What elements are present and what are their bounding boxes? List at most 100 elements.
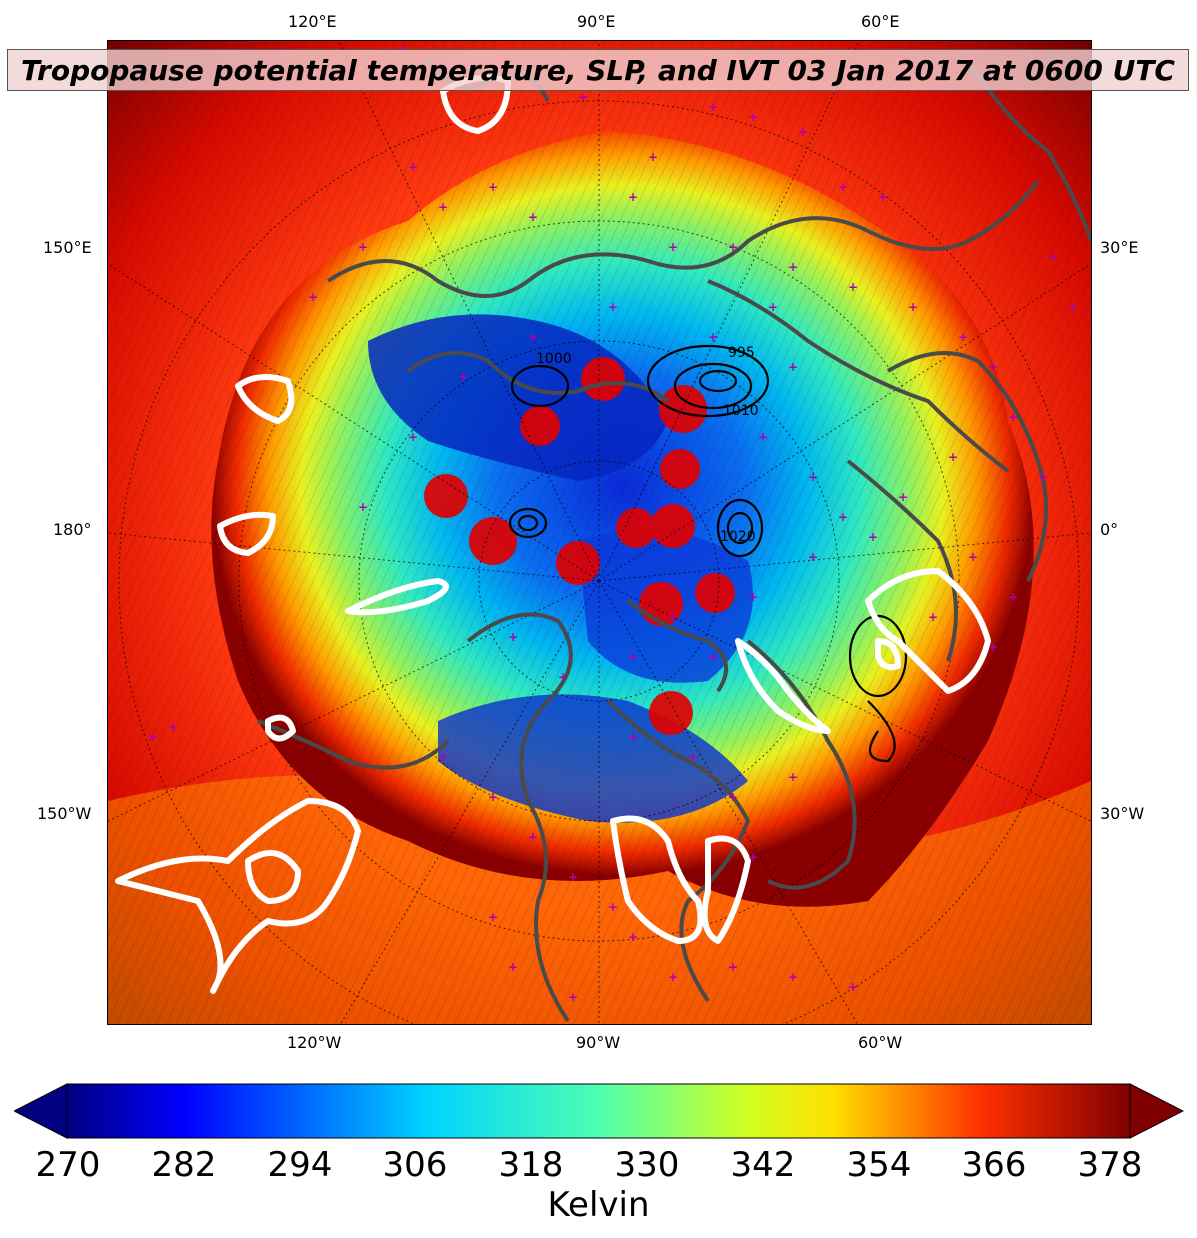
svg-text:+: + — [928, 610, 938, 624]
svg-text:+: + — [708, 330, 718, 344]
svg-text:+: + — [668, 610, 678, 624]
svg-text:+: + — [628, 730, 638, 744]
svg-text:+: + — [988, 640, 998, 654]
svg-text:+: + — [168, 720, 178, 734]
svg-text:+: + — [608, 300, 618, 314]
slp-label: 1010 — [723, 403, 759, 419]
svg-text:+: + — [1008, 590, 1018, 604]
svg-text:+: + — [628, 650, 638, 664]
svg-text:+: + — [788, 970, 798, 984]
svg-text:+: + — [878, 190, 888, 204]
svg-text:+: + — [668, 970, 678, 984]
colorbar-tick: 282 — [151, 1145, 217, 1185]
svg-text:+: + — [408, 430, 418, 444]
station-markers: ++ ++ ++ ++ ++ ++ ++ ++ ++ ++ ++ ++ ++ ++ ++ ++ … — [148, 42, 1078, 1004]
svg-text:+: + — [768, 300, 778, 314]
svg-text:+: + — [808, 470, 818, 484]
svg-text:+: + — [838, 180, 848, 194]
svg-text:+: + — [868, 530, 878, 544]
svg-text:+: + — [488, 910, 498, 924]
svg-text:+: + — [668, 240, 678, 254]
colorbar-tick: 270 — [35, 1145, 101, 1185]
svg-text:+: + — [798, 125, 808, 139]
svg-text:+: + — [1038, 470, 1048, 484]
svg-text:+: + — [848, 280, 858, 294]
map-title: Tropopause potential temperature, SLP, a… — [21, 53, 1175, 87]
svg-text:+: + — [898, 490, 908, 504]
svg-text:+: + — [408, 160, 418, 174]
colorbar-tick: 378 — [1077, 1145, 1143, 1185]
colorbar-label: Kelvin — [547, 1185, 650, 1225]
svg-text:+: + — [528, 830, 538, 844]
svg-text:+: + — [488, 790, 498, 804]
colorbar-max-extend — [1129, 1083, 1184, 1139]
colorbar-tick: 342 — [730, 1145, 796, 1185]
slp-label: 995 — [728, 345, 755, 361]
coastlines — [257, 59, 1091, 1023]
colorbar-tick: 294 — [267, 1145, 333, 1185]
svg-text:+: + — [648, 150, 658, 164]
svg-text:+: + — [568, 870, 578, 884]
svg-text:+: + — [708, 100, 718, 114]
svg-text:+: + — [458, 370, 468, 384]
slp-label: 1020 — [720, 529, 756, 545]
lon-label-right-0: 0° — [1100, 520, 1119, 539]
colorbar-tick: 366 — [961, 1145, 1027, 1185]
svg-text:+: + — [748, 590, 758, 604]
svg-text:+: + — [508, 960, 518, 974]
graticule — [108, 41, 1091, 1024]
lon-label-right-30w: 30°W — [1100, 804, 1145, 823]
slp-label: 1000 — [536, 351, 572, 367]
lon-label-top-60e: 60°E — [861, 12, 900, 31]
svg-text:+: + — [1008, 410, 1018, 424]
map-canvas: 1000 995 1010 1020 + + + + + + + + + + + + + + + + — [108, 41, 1091, 1024]
svg-text:+: + — [358, 500, 368, 514]
slp-contours — [508, 344, 908, 763]
lon-label-top-120e: 120°E — [288, 12, 337, 31]
polar-map: 1000 995 1010 1020 + + + + + + + + + + + + + + + + — [107, 40, 1092, 1025]
lon-label-left-150w: 150°W — [37, 804, 92, 823]
svg-text:+: + — [508, 630, 518, 644]
svg-text:+: + — [528, 330, 538, 344]
lon-label-bottom-120w: 120°W — [287, 1033, 342, 1052]
svg-text:+: + — [968, 550, 978, 564]
lon-label-top-90e: 90°E — [577, 12, 616, 31]
colorbar-tick: 330 — [614, 1145, 680, 1185]
svg-text:+: + — [808, 550, 818, 564]
svg-text:+: + — [758, 430, 768, 444]
svg-text:+: + — [788, 260, 798, 274]
svg-text:+: + — [728, 960, 738, 974]
svg-text:+: + — [788, 360, 798, 374]
colorbar-tick: 318 — [498, 1145, 564, 1185]
svg-text:+: + — [728, 790, 738, 804]
colorbar-tick: 306 — [382, 1145, 448, 1185]
lon-label-left-150e: 150°E — [43, 238, 92, 257]
svg-text:+: + — [1068, 300, 1078, 314]
svg-text:+: + — [948, 450, 958, 464]
svg-text:+: + — [558, 670, 568, 684]
svg-text:+: + — [1048, 250, 1058, 264]
svg-text:+: + — [748, 850, 758, 864]
svg-text:+: + — [958, 330, 968, 344]
svg-text:+: + — [908, 300, 918, 314]
colorbar-gradient — [66, 1083, 1131, 1139]
lon-label-right-30e: 30°E — [1100, 238, 1139, 257]
svg-text:+: + — [528, 210, 538, 224]
svg-text:+: + — [438, 200, 448, 214]
colorbar-min-extend — [14, 1083, 68, 1139]
lon-label-bottom-90w: 90°W — [576, 1033, 621, 1052]
lon-label-bottom-60w: 60°W — [858, 1033, 903, 1052]
svg-text:+: + — [608, 900, 618, 914]
svg-text:+: + — [308, 290, 318, 304]
svg-text:+: + — [748, 110, 758, 124]
svg-text:+: + — [438, 750, 448, 764]
svg-text:+: + — [358, 240, 368, 254]
lon-label-left-180: 180° — [53, 520, 92, 539]
svg-text:+: + — [848, 980, 858, 994]
title-box: Tropopause potential temperature, SLP, a… — [7, 49, 1189, 91]
svg-text:+: + — [578, 90, 588, 104]
svg-text:+: + — [838, 510, 848, 524]
svg-text:+: + — [708, 650, 718, 664]
svg-text:+: + — [148, 730, 158, 744]
colorbar — [14, 1083, 1184, 1139]
